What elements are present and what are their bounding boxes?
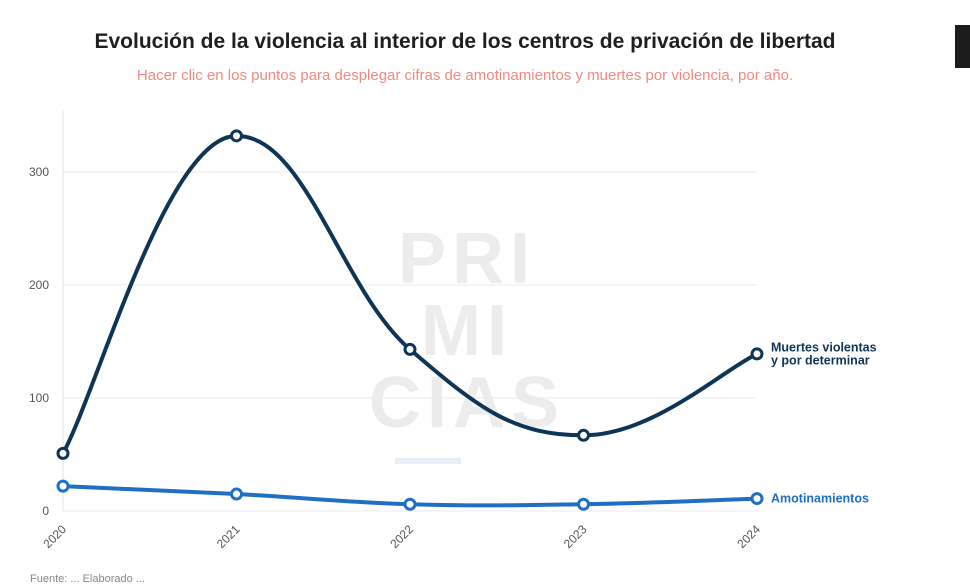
data-point[interactable] xyxy=(750,492,764,506)
watermark-bar xyxy=(395,458,461,464)
series-label: Muertes violentas xyxy=(771,340,877,354)
series-lines xyxy=(61,133,759,508)
y-tick-label: 100 xyxy=(29,391,49,405)
x-tick-label: 2020 xyxy=(40,522,69,551)
chart-subtitle: Hacer clic en los puntos para desplegar … xyxy=(136,67,794,84)
data-point[interactable] xyxy=(230,129,243,143)
chart-title: Evolución de la violencia al interior de… xyxy=(94,30,836,53)
data-point[interactable] xyxy=(577,497,590,511)
series-label: y por determinar xyxy=(771,353,870,367)
x-axis: 2020 2021 2022 2023 2024 xyxy=(40,522,763,551)
grid-lines xyxy=(62,110,757,512)
watermark-text: MI xyxy=(421,291,513,371)
data-point[interactable] xyxy=(56,479,70,493)
x-tick-label: 2021 xyxy=(214,522,243,551)
series-label: Amotinamientos xyxy=(771,492,869,506)
data-point[interactable] xyxy=(403,342,417,356)
source-note: Fuente: ... Elaborado ... xyxy=(30,573,145,585)
x-tick-label: 2022 xyxy=(387,522,416,551)
data-point[interactable] xyxy=(230,487,243,501)
y-tick-label: 300 xyxy=(29,165,49,179)
series-line xyxy=(61,133,759,456)
y-tick-label: 0 xyxy=(42,504,49,518)
corner-panel xyxy=(955,25,970,68)
series-points xyxy=(56,129,764,511)
y-tick-label: 200 xyxy=(29,278,49,292)
watermark-text: PRI xyxy=(398,219,536,299)
x-tick-label: 2024 xyxy=(734,522,763,551)
x-tick-label: 2023 xyxy=(561,522,590,551)
y-axis: 0 100 200 300 xyxy=(29,165,49,518)
data-point[interactable] xyxy=(577,428,590,442)
data-point[interactable] xyxy=(750,347,764,361)
data-point[interactable] xyxy=(56,446,70,460)
data-point[interactable] xyxy=(403,497,417,511)
